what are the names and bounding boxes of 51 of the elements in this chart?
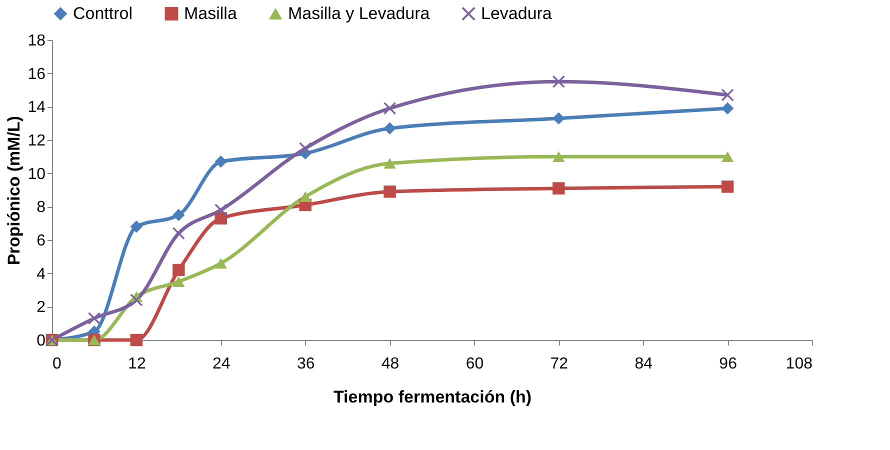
x-tick-label: 48 — [381, 356, 400, 372]
y-tick-label: 4 — [36, 266, 46, 283]
y-tick-label: 8 — [36, 199, 46, 216]
point — [384, 158, 396, 169]
legend-label: Masilla — [184, 4, 238, 23]
legend-label: Conttrol — [73, 4, 133, 23]
point — [384, 186, 396, 198]
x-axis-title: Tiempo fermentación (h) — [333, 388, 532, 406]
point — [721, 180, 734, 193]
x-tick-label: 84 — [634, 356, 653, 372]
point — [214, 258, 228, 269]
x-tick-label: 24 — [212, 356, 230, 372]
point — [552, 182, 565, 194]
x-tick-label: 60 — [466, 356, 484, 372]
point — [172, 208, 185, 222]
y-tick-label: 14 — [28, 99, 46, 116]
point — [130, 294, 143, 306]
y-axis-title: Propiónico (mM/L) — [4, 116, 24, 266]
y-tick-label: 0 — [36, 332, 46, 350]
point — [88, 312, 100, 324]
y-tick-label: 18 — [28, 32, 46, 50]
x-tick-label: 96 — [719, 356, 738, 372]
legend-label: Masilla y Levadura — [288, 4, 430, 23]
point — [299, 191, 312, 202]
point — [552, 112, 565, 124]
point — [214, 156, 228, 168]
point — [721, 151, 734, 162]
x-tick-label: 0 — [52, 356, 62, 372]
point — [214, 204, 228, 216]
y-tick-label: 16 — [28, 66, 46, 83]
point — [384, 102, 396, 114]
y-tick-label: 10 — [28, 166, 46, 183]
x-tick-label: 36 — [296, 356, 315, 372]
point — [552, 151, 565, 162]
x-tick-label: 72 — [550, 356, 568, 372]
point — [721, 88, 734, 102]
point — [130, 334, 143, 346]
point — [384, 122, 396, 134]
point — [130, 220, 143, 233]
y-tick-label: 12 — [28, 132, 46, 150]
point — [552, 76, 565, 88]
point — [299, 142, 312, 154]
legend-label: Levadura — [481, 4, 552, 23]
point — [172, 227, 185, 240]
x-tick-label: 108 — [786, 356, 813, 372]
point — [172, 276, 185, 287]
y-tick-label: 6 — [36, 232, 46, 250]
point — [172, 264, 185, 276]
y-tick-label: 2 — [36, 299, 46, 316]
point — [721, 102, 734, 114]
x-tick-label: 12 — [128, 356, 146, 372]
